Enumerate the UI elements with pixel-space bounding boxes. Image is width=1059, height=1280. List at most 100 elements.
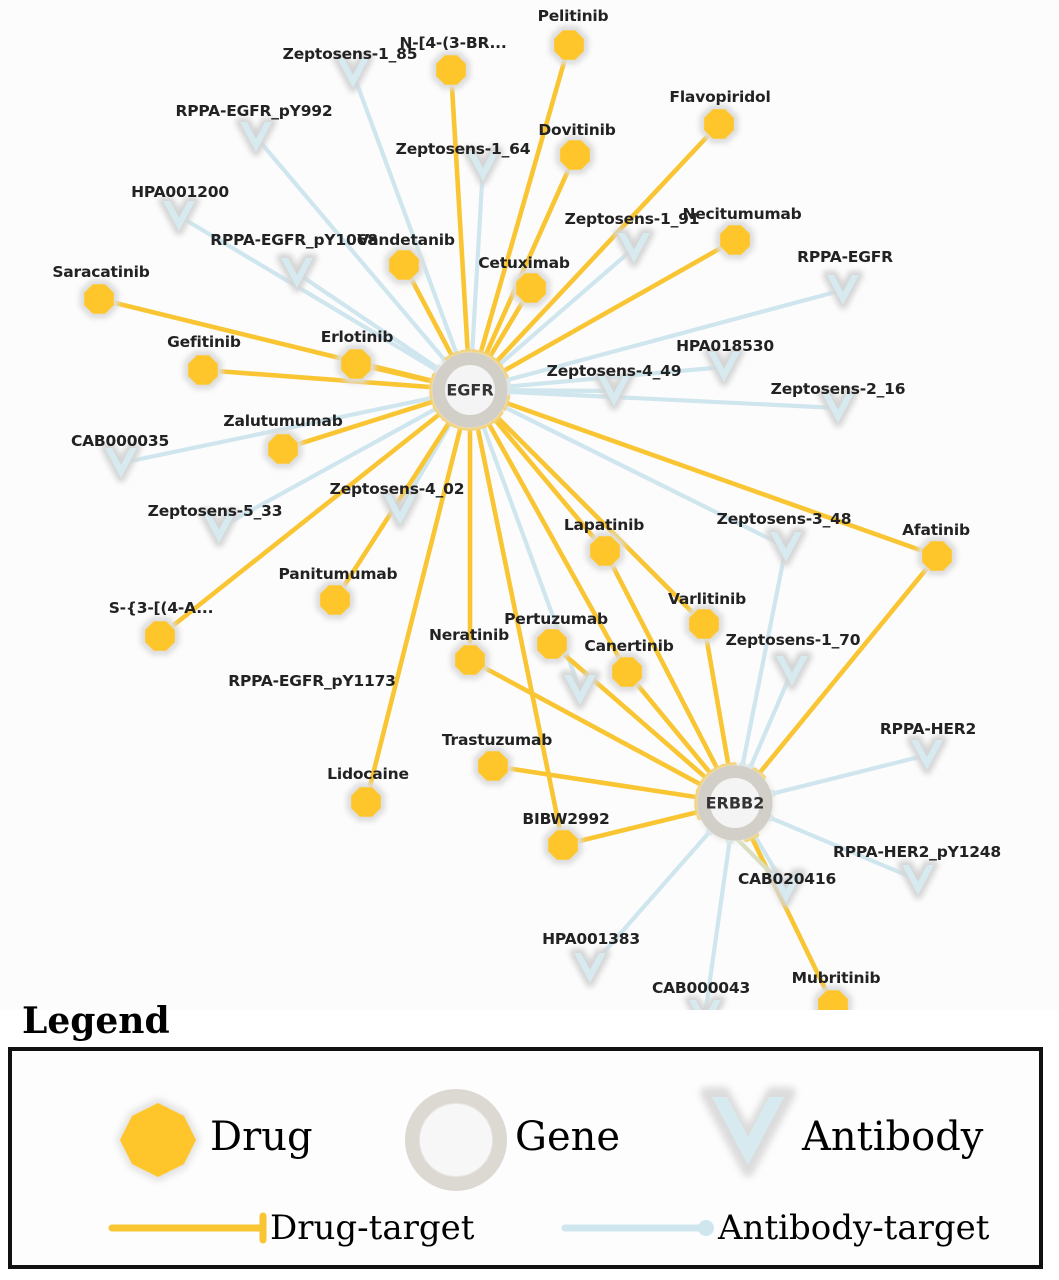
antibody-node[interactable] (198, 508, 240, 548)
antibody-node[interactable] (100, 443, 142, 483)
drug-octagon (478, 751, 508, 781)
legend-label-antibody: Antibody (802, 1114, 984, 1160)
network-edge (216, 406, 439, 531)
drug-node[interactable] (555, 135, 595, 175)
drug-node[interactable] (315, 580, 355, 620)
network-edge (350, 70, 459, 357)
drug-node[interactable] (607, 652, 647, 692)
drug-node[interactable] (336, 344, 376, 384)
drug-node[interactable] (140, 616, 180, 656)
antibody-node[interactable] (765, 868, 807, 908)
network-edge (486, 420, 630, 675)
antibody-glyph (776, 656, 808, 686)
drug-node[interactable] (585, 531, 625, 571)
antibody-node[interactable] (817, 388, 859, 428)
network-edge (749, 834, 836, 1008)
network-edge (494, 414, 707, 627)
network-edge (747, 668, 795, 771)
antibody-node[interactable] (906, 735, 948, 775)
gene-node[interactable] (431, 351, 509, 429)
drug-node[interactable] (917, 536, 957, 576)
gene-ring (697, 765, 773, 841)
drug-octagon (560, 140, 590, 170)
network-edge (602, 548, 720, 772)
network-edge (501, 404, 789, 550)
drug-node[interactable] (699, 104, 739, 144)
antibody-node[interactable] (158, 196, 200, 236)
drug-node[interactable] (431, 50, 471, 90)
legend-drug-icon (116, 1098, 200, 1182)
drug-node[interactable] (263, 429, 303, 469)
network-edge (549, 641, 709, 781)
drug-octagon (389, 250, 419, 280)
antibody-glyph (240, 122, 272, 152)
legend-label-antibody-target: Antibody-target (718, 1208, 990, 1248)
antibody-node[interactable] (235, 117, 277, 157)
antibody-node[interactable] (569, 948, 611, 988)
antibody-glyph (574, 953, 606, 983)
antibody-node[interactable] (897, 860, 939, 900)
antibody-node[interactable] (276, 253, 318, 293)
drug-octagon (351, 787, 381, 817)
drug-octagon (537, 629, 567, 659)
drug-node[interactable] (511, 268, 551, 308)
antibody-node[interactable] (593, 371, 635, 411)
antibody-glyph (708, 352, 740, 382)
legend-gene-icon (405, 1089, 507, 1191)
antibody-glyph (689, 1000, 721, 1010)
network-edge (280, 399, 437, 452)
drug-octagon (548, 830, 578, 860)
drug-node[interactable] (532, 624, 572, 664)
antibody-glyph (770, 532, 802, 562)
drug-node[interactable] (183, 350, 223, 390)
network-edge (500, 237, 738, 374)
drug-node[interactable] (715, 220, 755, 260)
antibody-node[interactable] (822, 270, 864, 310)
antibody-glyph (911, 740, 943, 770)
network-edge (157, 411, 443, 639)
antibody-node[interactable] (332, 53, 374, 93)
drug-octagon (268, 434, 298, 464)
drug-node[interactable] (543, 825, 583, 865)
node-layer (79, 25, 957, 1010)
antibody-node[interactable] (771, 651, 813, 691)
legend-antibody-target-edge (561, 1220, 714, 1236)
antibody-node[interactable] (684, 995, 726, 1010)
antibody-glyph (902, 865, 934, 895)
drug-node[interactable] (473, 746, 513, 786)
antibody-node[interactable] (613, 228, 655, 268)
drug-node[interactable] (684, 604, 724, 644)
antibody-glyph (384, 495, 416, 525)
antibody-glyph (827, 275, 859, 305)
drug-octagon (320, 585, 350, 615)
network-edge (756, 553, 940, 776)
antibody-glyph (105, 448, 137, 478)
legend-antibody-icon (700, 1087, 796, 1177)
drug-node[interactable] (346, 782, 386, 822)
drug-octagon (689, 609, 719, 639)
drug-node[interactable] (813, 985, 853, 1010)
antibody-node[interactable] (559, 670, 601, 710)
gene-node[interactable] (696, 764, 774, 842)
network-edge (478, 42, 572, 356)
network-graph-canvas: Zeptosens-1_85 RPPA-EGFR_pY992 HPA001200 Ze… (52, 7, 1002, 1010)
network-edge (505, 388, 617, 394)
antibody-node[interactable] (379, 490, 421, 530)
antibody-glyph (598, 376, 630, 406)
network-edge (475, 424, 566, 848)
drug-node[interactable] (450, 640, 490, 680)
network-edge (492, 416, 608, 554)
drug-octagon (84, 284, 114, 314)
network-edge (504, 287, 846, 383)
antibody-node[interactable] (462, 146, 504, 186)
drug-node[interactable] (79, 279, 119, 319)
network-edge (587, 829, 713, 971)
drug-octagon (516, 273, 546, 303)
antibody-node[interactable] (765, 527, 807, 567)
gene-core (445, 365, 495, 415)
antibody-glyph (163, 201, 195, 231)
drug-node[interactable] (384, 245, 424, 285)
network-svg (79, 25, 957, 1010)
drug-node[interactable] (549, 25, 589, 65)
antibody-node[interactable] (703, 347, 745, 387)
